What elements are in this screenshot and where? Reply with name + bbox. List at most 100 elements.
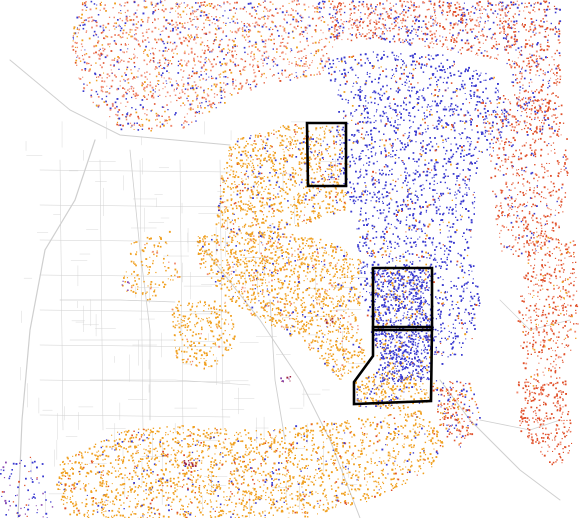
population-dot [193, 433, 195, 436]
population-dot [101, 485, 104, 487]
population-dot [281, 249, 283, 252]
population-dot [300, 434, 302, 436]
population-dot [136, 450, 138, 452]
population-dot [382, 468, 384, 470]
population-dot [223, 442, 225, 444]
population-dot [211, 467, 214, 469]
population-dot [429, 453, 432, 455]
population-dot [322, 474, 325, 477]
population-dot [111, 515, 113, 517]
population-dot [253, 312, 256, 314]
population-dot [155, 481, 157, 484]
population-dot [249, 458, 251, 461]
population-dot [152, 431, 154, 433]
population-dot [155, 496, 158, 499]
population-dot [353, 299, 355, 302]
population-dot [321, 462, 323, 465]
population-dot [276, 169, 278, 171]
population-dot [346, 463, 348, 464]
population-dot [347, 502, 349, 504]
population-dot [247, 296, 249, 298]
population-dot [200, 502, 202, 504]
population-dot [278, 228, 281, 230]
population-dot [391, 439, 393, 442]
population-dot [321, 355, 323, 357]
population-dot [250, 280, 252, 282]
population-dot [323, 176, 326, 179]
population-dot [309, 432, 311, 434]
population-dot [199, 476, 201, 478]
population-dot [285, 324, 288, 326]
population-dot [346, 450, 348, 452]
population-dot [266, 302, 268, 304]
population-dot [281, 429, 283, 432]
population-dot [282, 236, 285, 238]
population-dot [255, 176, 257, 179]
population-dot [198, 487, 201, 489]
population-dot [298, 244, 300, 246]
population-dot [355, 288, 358, 290]
population-dot [251, 222, 253, 224]
road-line [499, 299, 571, 331]
population-dot [319, 504, 321, 506]
population-dot [387, 426, 389, 428]
population-dot [267, 273, 270, 275]
population-dot [280, 279, 282, 281]
population-dot [293, 302, 295, 304]
population-dot [306, 240, 308, 242]
population-dot [329, 343, 331, 345]
population-dot [221, 211, 223, 213]
population-dot [385, 444, 387, 446]
population-dot [331, 488, 333, 490]
population-dot [264, 262, 267, 265]
population-dot [334, 285, 337, 287]
population-dot [269, 184, 272, 186]
population-dot [221, 464, 223, 466]
population-dot [340, 378, 342, 380]
population-dot [405, 466, 407, 468]
population-dot [221, 195, 223, 197]
population-dot [232, 146, 235, 148]
population-dot [349, 263, 351, 266]
population-dot [247, 151, 249, 153]
population-dot [186, 351, 188, 353]
population-dot [313, 258, 316, 261]
population-dot [316, 283, 318, 285]
population-dot [196, 306, 198, 308]
population-dot [311, 423, 313, 425]
population-dot [410, 466, 412, 468]
population-dot [348, 332, 350, 334]
population-dot [258, 481, 260, 483]
population-dot [242, 189, 244, 192]
population-dot [96, 509, 98, 511]
population-dot [281, 284, 284, 286]
population-dot [215, 223, 218, 226]
population-dot [347, 361, 349, 363]
population-dot [354, 293, 356, 296]
population-dot [102, 481, 104, 484]
population-dot [231, 285, 232, 287]
population-dot [265, 144, 267, 146]
population-dot [320, 458, 322, 460]
population-dot [283, 198, 286, 200]
population-dot [69, 469, 71, 471]
population-dot [336, 349, 338, 351]
population-dot [316, 340, 318, 342]
population-dot [330, 349, 332, 351]
population-dot [278, 209, 280, 212]
population-dot [404, 460, 406, 462]
population-dot [191, 451, 194, 454]
population-dot [292, 270, 295, 273]
population-dot [130, 454, 133, 457]
population-dot [213, 234, 216, 236]
population-dot [95, 489, 97, 492]
population-dot [162, 442, 164, 445]
population-dot [253, 483, 256, 485]
population-dot [335, 248, 338, 251]
population-dot [338, 288, 341, 291]
population-dot [251, 250, 254, 252]
population-dot [384, 477, 386, 479]
population-dot [84, 485, 87, 488]
population-dot [304, 135, 306, 137]
population-dot [295, 146, 297, 148]
